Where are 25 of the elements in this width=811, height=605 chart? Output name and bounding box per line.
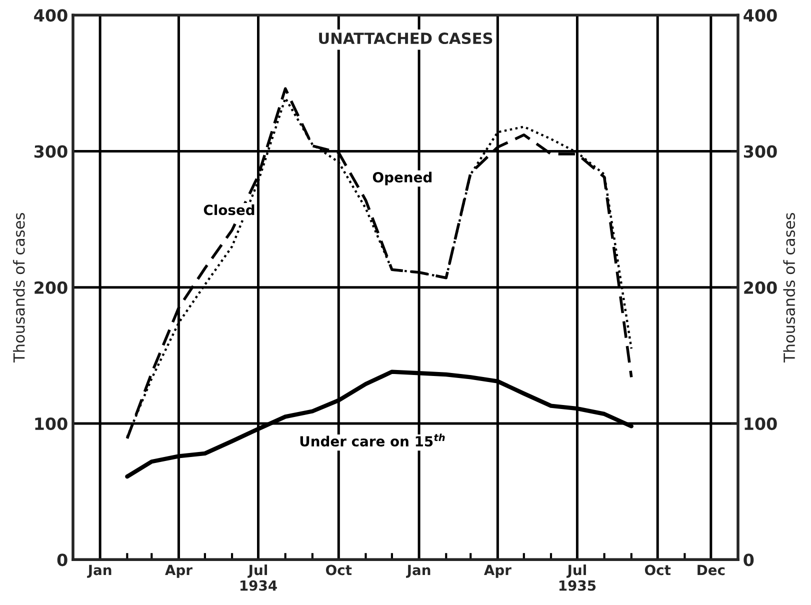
x-tick-label: Jul 1934 (240, 564, 277, 591)
y-tick-label: 0 (57, 554, 68, 566)
text: UNATTACHED CASES (319, 32, 492, 44)
y2-tick-label: 200 (744, 281, 777, 294)
x-tick-label: Apr (484, 564, 512, 578)
y-tick-label: 100 (35, 417, 68, 430)
x-tick-label: Dec (698, 564, 725, 576)
x-tick-label: Jan (406, 564, 430, 578)
y-axis-title: Thousands of cases (13, 213, 25, 363)
y2-tick-label: 0 (744, 554, 754, 566)
y-tick-label: 400 (34, 9, 68, 22)
series-label: Opened (372, 172, 432, 186)
series-label: Closed (204, 204, 254, 216)
x-tick-label: Oct (326, 564, 352, 576)
series-label: Under care on 15$^{th}$ (300, 434, 445, 447)
y2-tick-label: 300 (744, 145, 777, 158)
y2-tick-label: 400 (744, 9, 777, 22)
x-tick-label: Jul 1935 (559, 564, 596, 591)
y2-axis-title: Thousands of cases (783, 213, 796, 363)
y-tick-label: 300 (34, 145, 68, 158)
x-tick-label: Apr (165, 564, 192, 578)
x-tick-label: Oct (644, 564, 671, 576)
y2-tick-label: 100 (744, 417, 777, 430)
y-tick-label: 200 (34, 281, 68, 294)
x-tick-label: Jan (87, 564, 112, 578)
